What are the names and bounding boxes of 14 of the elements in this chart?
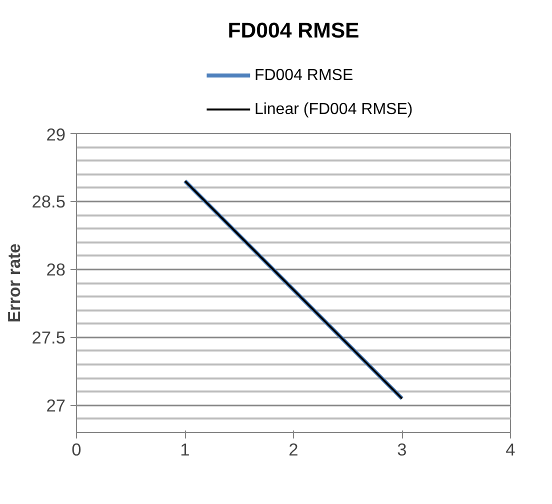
x-tick-label: 2: [288, 440, 298, 460]
y-tick-label: 29: [46, 124, 66, 144]
chart-title: FD004 RMSE: [228, 18, 360, 42]
x-tick-label: 0: [72, 440, 82, 460]
x-tick-label: 3: [397, 440, 407, 460]
y-tick-label: 27: [46, 395, 66, 416]
legend-label: FD004 RMSE: [254, 67, 354, 84]
legend-label: Linear (FD004 RMSE): [254, 101, 413, 118]
x-tick-label: 1: [180, 440, 190, 460]
y-tick-label: 28.5: [32, 191, 66, 212]
x-tick-label: 4: [506, 440, 516, 460]
y-tick-label: 28: [46, 259, 66, 280]
y-tick-label: 27.5: [32, 327, 66, 348]
y-axis-title: Error rate: [4, 243, 24, 322]
